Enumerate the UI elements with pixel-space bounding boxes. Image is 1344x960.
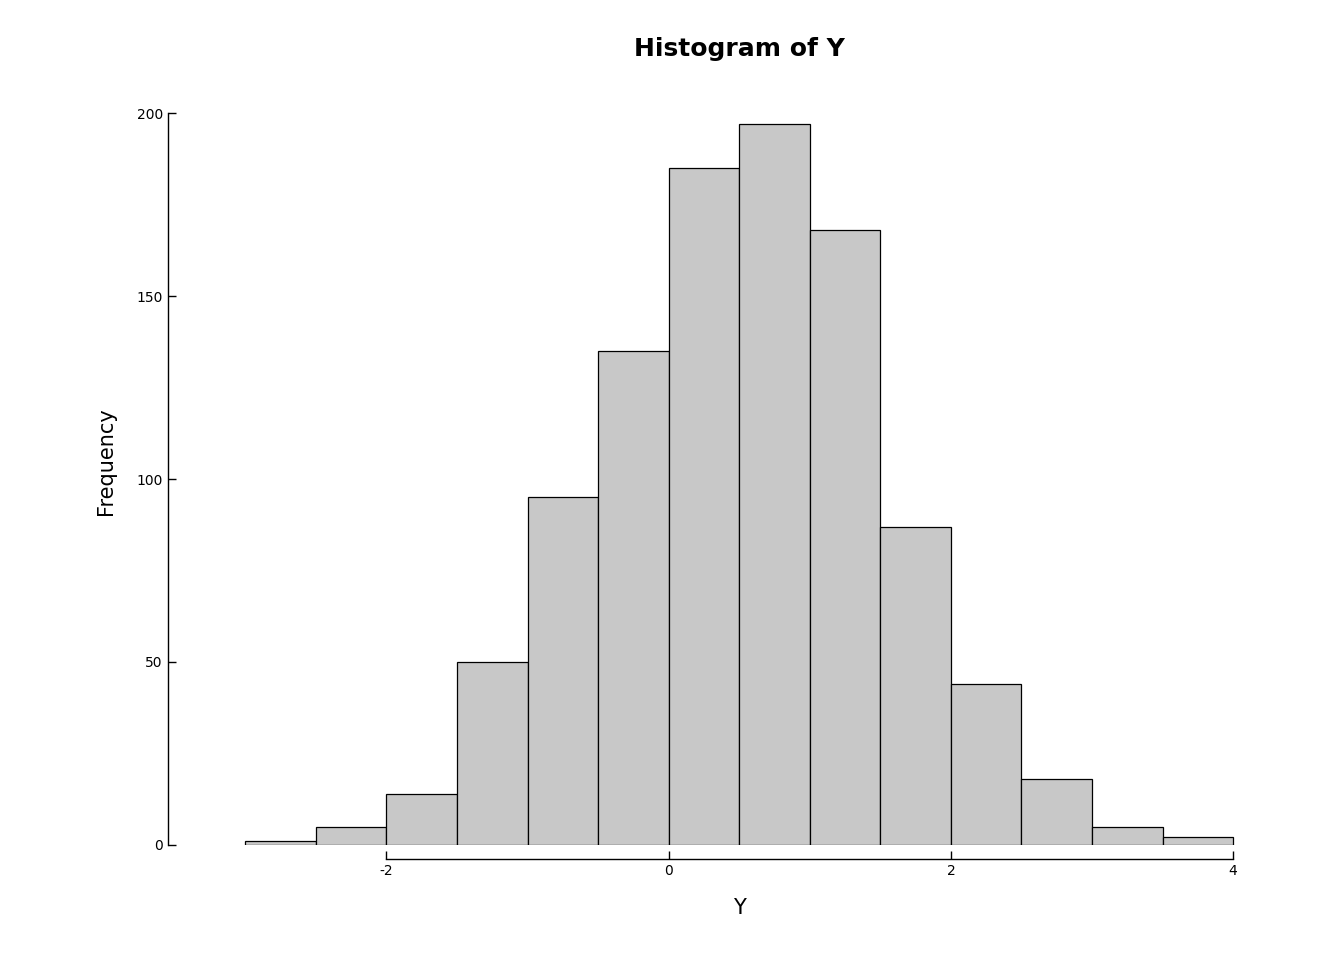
- Bar: [598, 351, 668, 845]
- Bar: [1091, 827, 1163, 845]
- Bar: [316, 827, 387, 845]
- Bar: [809, 230, 880, 845]
- Bar: [457, 662, 527, 845]
- Bar: [527, 497, 598, 845]
- Bar: [1021, 779, 1091, 845]
- Bar: [880, 527, 950, 845]
- Bar: [950, 684, 1021, 845]
- Bar: [1163, 837, 1232, 845]
- Y-axis label: Frequency: Frequency: [95, 407, 116, 515]
- Bar: [668, 168, 739, 845]
- Bar: [739, 125, 809, 845]
- Title: Histogram of Y: Histogram of Y: [634, 37, 844, 61]
- X-axis label: Y: Y: [732, 899, 746, 919]
- Bar: [387, 794, 457, 845]
- Bar: [245, 841, 316, 845]
